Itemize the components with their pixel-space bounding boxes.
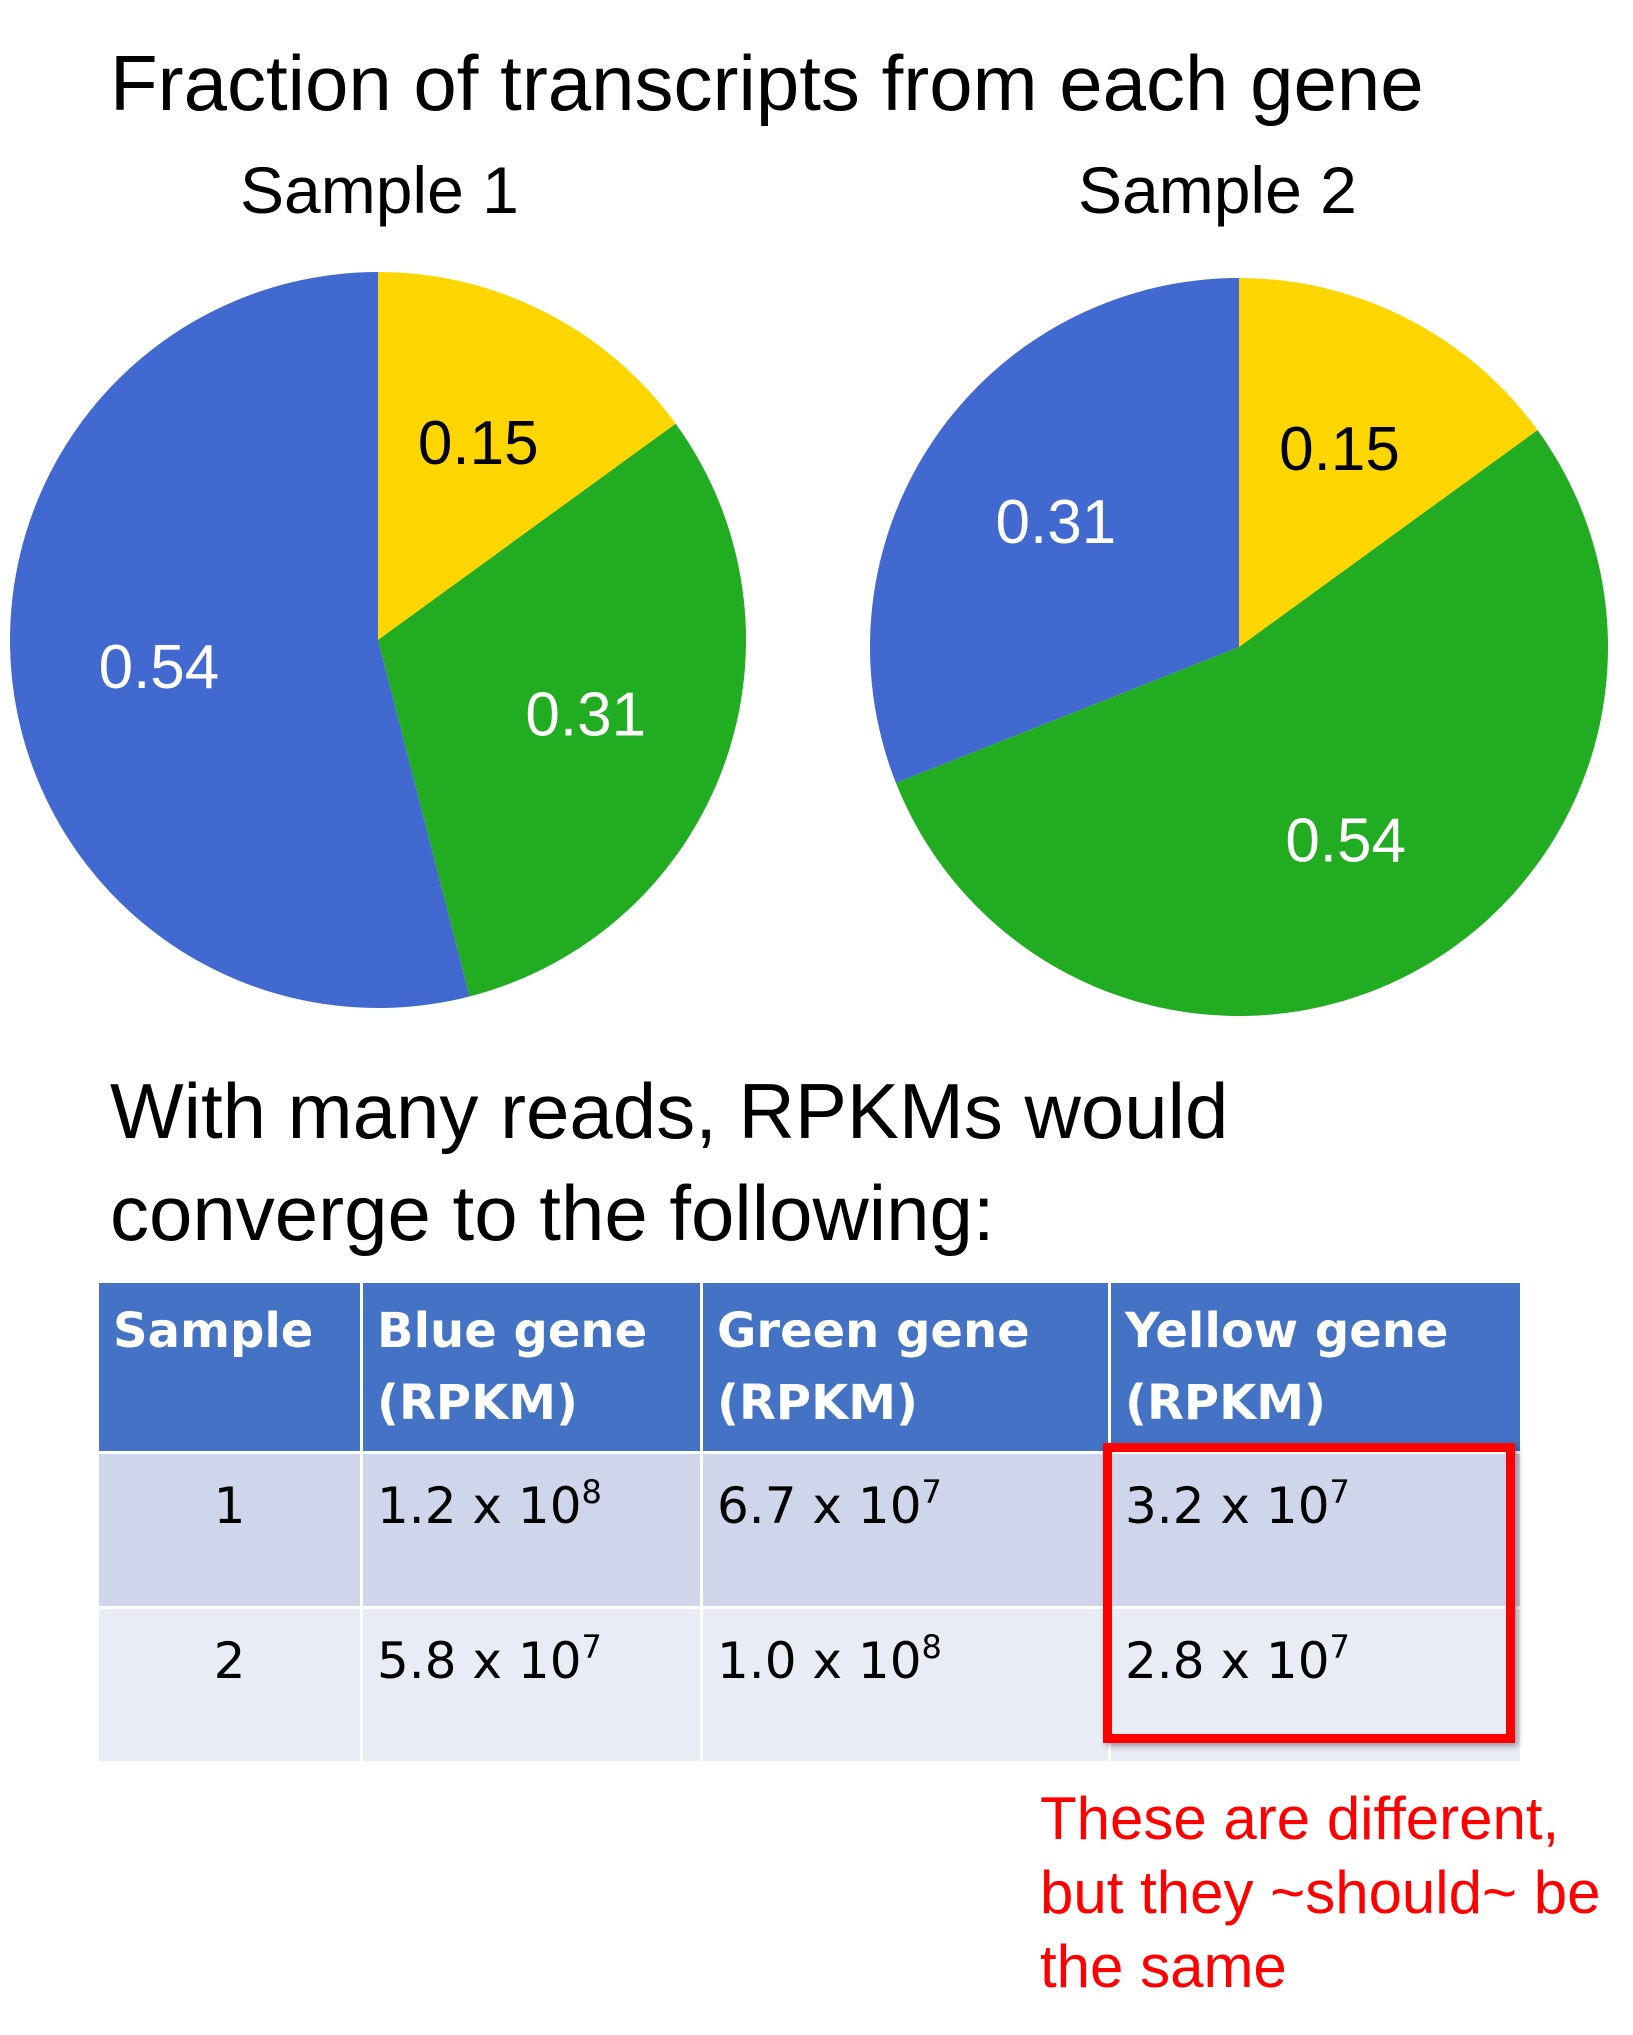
pie-slice-label-1: 0.31 bbox=[525, 680, 646, 749]
pie-slice-label-1: 0.54 bbox=[1285, 807, 1406, 876]
yellow-rpkm-cell: 3.2 x 107 bbox=[1108, 1451, 1523, 1609]
rpkm-subtitle: With many reads, RPKMs would converge to… bbox=[110, 1067, 1229, 1257]
pie-slice-1 bbox=[378, 423, 747, 997]
pie1-title: Sample 1 bbox=[240, 153, 519, 227]
pie-chart-sample-1: 0.15 0.31 0.54 bbox=[10, 272, 747, 1008]
rpkm-mantissa: 3.2 x 10 bbox=[1125, 1477, 1330, 1535]
pie-slice-label-0: 0.15 bbox=[418, 409, 539, 478]
rpkm-mantissa: 1.0 x 10 bbox=[717, 1632, 922, 1690]
header-blue-gene: Blue gene (RPKM) bbox=[360, 1280, 703, 1454]
table-row: 1 1.2 x 108 6.7 x 107 3.2 x 107 bbox=[96, 1451, 1523, 1609]
rpkm-exponent: 8 bbox=[921, 1628, 942, 1666]
yellow-column-highlight-box bbox=[1103, 1443, 1515, 1743]
pie-slice-1 bbox=[895, 430, 1608, 1016]
pie-slice-2 bbox=[10, 272, 470, 1008]
rpkm-mantissa: 5.8 x 10 bbox=[377, 1632, 582, 1690]
pie-slice-0 bbox=[378, 272, 676, 640]
rpkm-mantissa: 6.7 x 10 bbox=[717, 1477, 922, 1535]
green-rpkm-cell: 6.7 x 107 bbox=[700, 1451, 1111, 1609]
rpkm-table: Sample Blue gene (RPKM) Green gene (RPKM… bbox=[96, 1280, 1523, 1764]
rpkm-exponent: 8 bbox=[581, 1473, 602, 1511]
sample-cell: 1 bbox=[96, 1451, 363, 1609]
table-header-row: Sample Blue gene (RPKM) Green gene (RPKM… bbox=[96, 1280, 1523, 1454]
rpkm-mantissa: 1.2 x 10 bbox=[377, 1477, 582, 1535]
pie-slice-2 bbox=[870, 278, 1239, 783]
header-yellow-gene: Yellow gene (RPKM) bbox=[1108, 1280, 1523, 1454]
sample-cell: 2 bbox=[96, 1606, 363, 1764]
blue-rpkm-cell: 5.8 x 107 bbox=[360, 1606, 703, 1764]
pie-slice-0 bbox=[1239, 278, 1538, 647]
annotation-note: These are different, but they ~should~ b… bbox=[1040, 1785, 1601, 2000]
header-sample: Sample bbox=[96, 1280, 363, 1454]
rpkm-exponent: 7 bbox=[1329, 1628, 1350, 1666]
rpkm-mantissa: 2.8 x 10 bbox=[1125, 1632, 1330, 1690]
blue-rpkm-cell: 1.2 x 108 bbox=[360, 1451, 703, 1609]
rpkm-exponent: 7 bbox=[921, 1473, 942, 1511]
main-title: Fraction of transcripts from each gene bbox=[110, 39, 1424, 127]
green-rpkm-cell: 1.0 x 108 bbox=[700, 1606, 1111, 1764]
rpkm-exponent: 7 bbox=[1329, 1473, 1350, 1511]
pie-chart-sample-2: 0.15 0.54 0.31 bbox=[870, 278, 1608, 1016]
table-row: 2 5.8 x 107 1.0 x 108 2.8 x 107 bbox=[96, 1606, 1523, 1764]
pie-slice-label-2: 0.31 bbox=[996, 488, 1117, 557]
pie2-title: Sample 2 bbox=[1078, 153, 1357, 227]
pie-slice-label-2: 0.54 bbox=[99, 633, 220, 702]
header-green-gene: Green gene (RPKM) bbox=[700, 1280, 1111, 1454]
pie-slice-label-0: 0.15 bbox=[1279, 415, 1400, 484]
rpkm-exponent: 7 bbox=[581, 1628, 602, 1666]
